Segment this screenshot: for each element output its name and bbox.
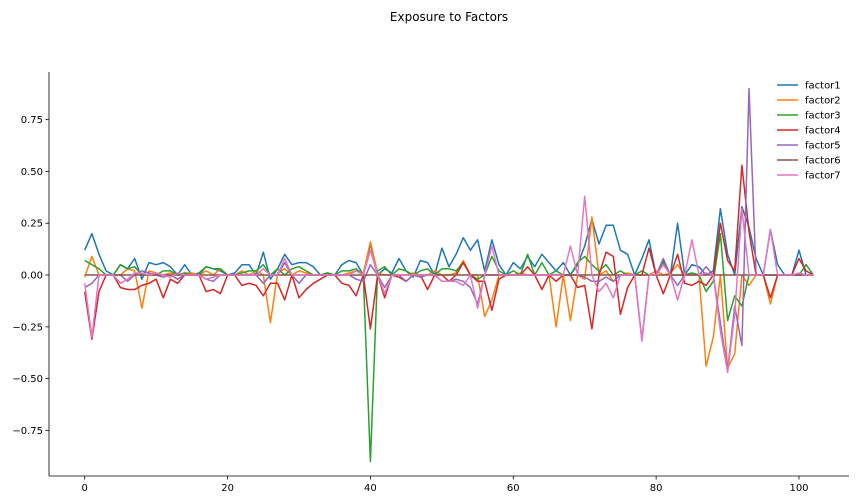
x-tick-label: 100 bbox=[789, 483, 808, 494]
x-tick-label: 0 bbox=[82, 483, 88, 494]
y-tick-label: −0.75 bbox=[12, 426, 43, 437]
axes bbox=[48, 72, 849, 477]
y-tick-label: 0.25 bbox=[21, 219, 43, 230]
series-line-factor3 bbox=[84, 232, 814, 463]
x-tick-label: 20 bbox=[221, 483, 234, 494]
x-axis-ticks: 0 20 40 60 80 100 bbox=[82, 476, 809, 494]
legend-label-factor7: factor7 bbox=[805, 171, 841, 182]
y-tick-label: 0.50 bbox=[21, 167, 43, 178]
chart-title: Exposure to Factors bbox=[390, 10, 508, 24]
legend-label-factor6: factor6 bbox=[805, 156, 841, 167]
series-line-factor7 bbox=[83, 195, 814, 374]
y-tick-label: 0.00 bbox=[21, 271, 43, 282]
plot-area bbox=[83, 87, 814, 463]
legend-label-factor4: factor4 bbox=[805, 126, 841, 137]
series-line-factor2 bbox=[83, 216, 814, 370]
x-tick-label: 80 bbox=[650, 483, 663, 494]
series-line-factor4 bbox=[83, 164, 814, 341]
legend: factor1 factor2 factor3 factor4 factor5 facto… bbox=[777, 81, 841, 182]
y-axis-ticks: −0.75 −0.50 −0.25 0.00 0.25 0.50 0.75 bbox=[12, 115, 49, 437]
x-tick-label: 60 bbox=[507, 483, 520, 494]
x-tick-label: 40 bbox=[364, 483, 377, 494]
series-line-factor5 bbox=[84, 87, 814, 372]
y-tick-label: 0.75 bbox=[21, 115, 43, 126]
legend-label-factor5: factor5 bbox=[805, 141, 841, 152]
y-tick-label: −0.25 bbox=[12, 322, 43, 333]
y-tick-label: −0.50 bbox=[12, 374, 43, 385]
legend-label-factor1: factor1 bbox=[805, 81, 841, 92]
legend-label-factor2: factor2 bbox=[805, 96, 841, 107]
legend-label-factor3: factor3 bbox=[805, 111, 841, 122]
